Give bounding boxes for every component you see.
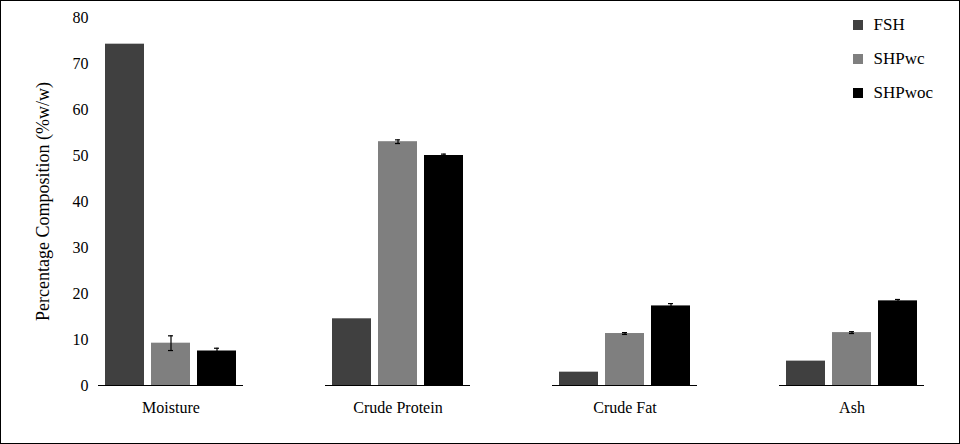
svg-text:70: 70 (73, 55, 89, 72)
svg-text:10: 10 (73, 331, 89, 348)
svg-text:20: 20 (73, 285, 89, 302)
html-text:SHPwc: SHPwc (873, 49, 925, 68)
svg-text:50: 50 (73, 147, 89, 164)
html-text:SHPwoc: SHPwoc (873, 83, 933, 102)
svg-text:0: 0 (81, 377, 89, 394)
svg-text:60: 60 (73, 101, 89, 118)
svg-text:40: 40 (73, 193, 89, 210)
svg-text:Ash: Ash (839, 399, 865, 416)
svg-text:30: 30 (73, 239, 89, 256)
svg-text:Crude Fat: Crude Fat (593, 399, 657, 416)
svg-text:Crude Protein: Crude Protein (353, 399, 442, 416)
html-text:FSH: FSH (873, 15, 905, 34)
svg-text:Percentage Composition (%w/w): Percentage Composition (%w/w) (33, 82, 54, 321)
svg-text:80: 80 (73, 9, 89, 26)
svg-text:Moisture: Moisture (142, 399, 200, 416)
